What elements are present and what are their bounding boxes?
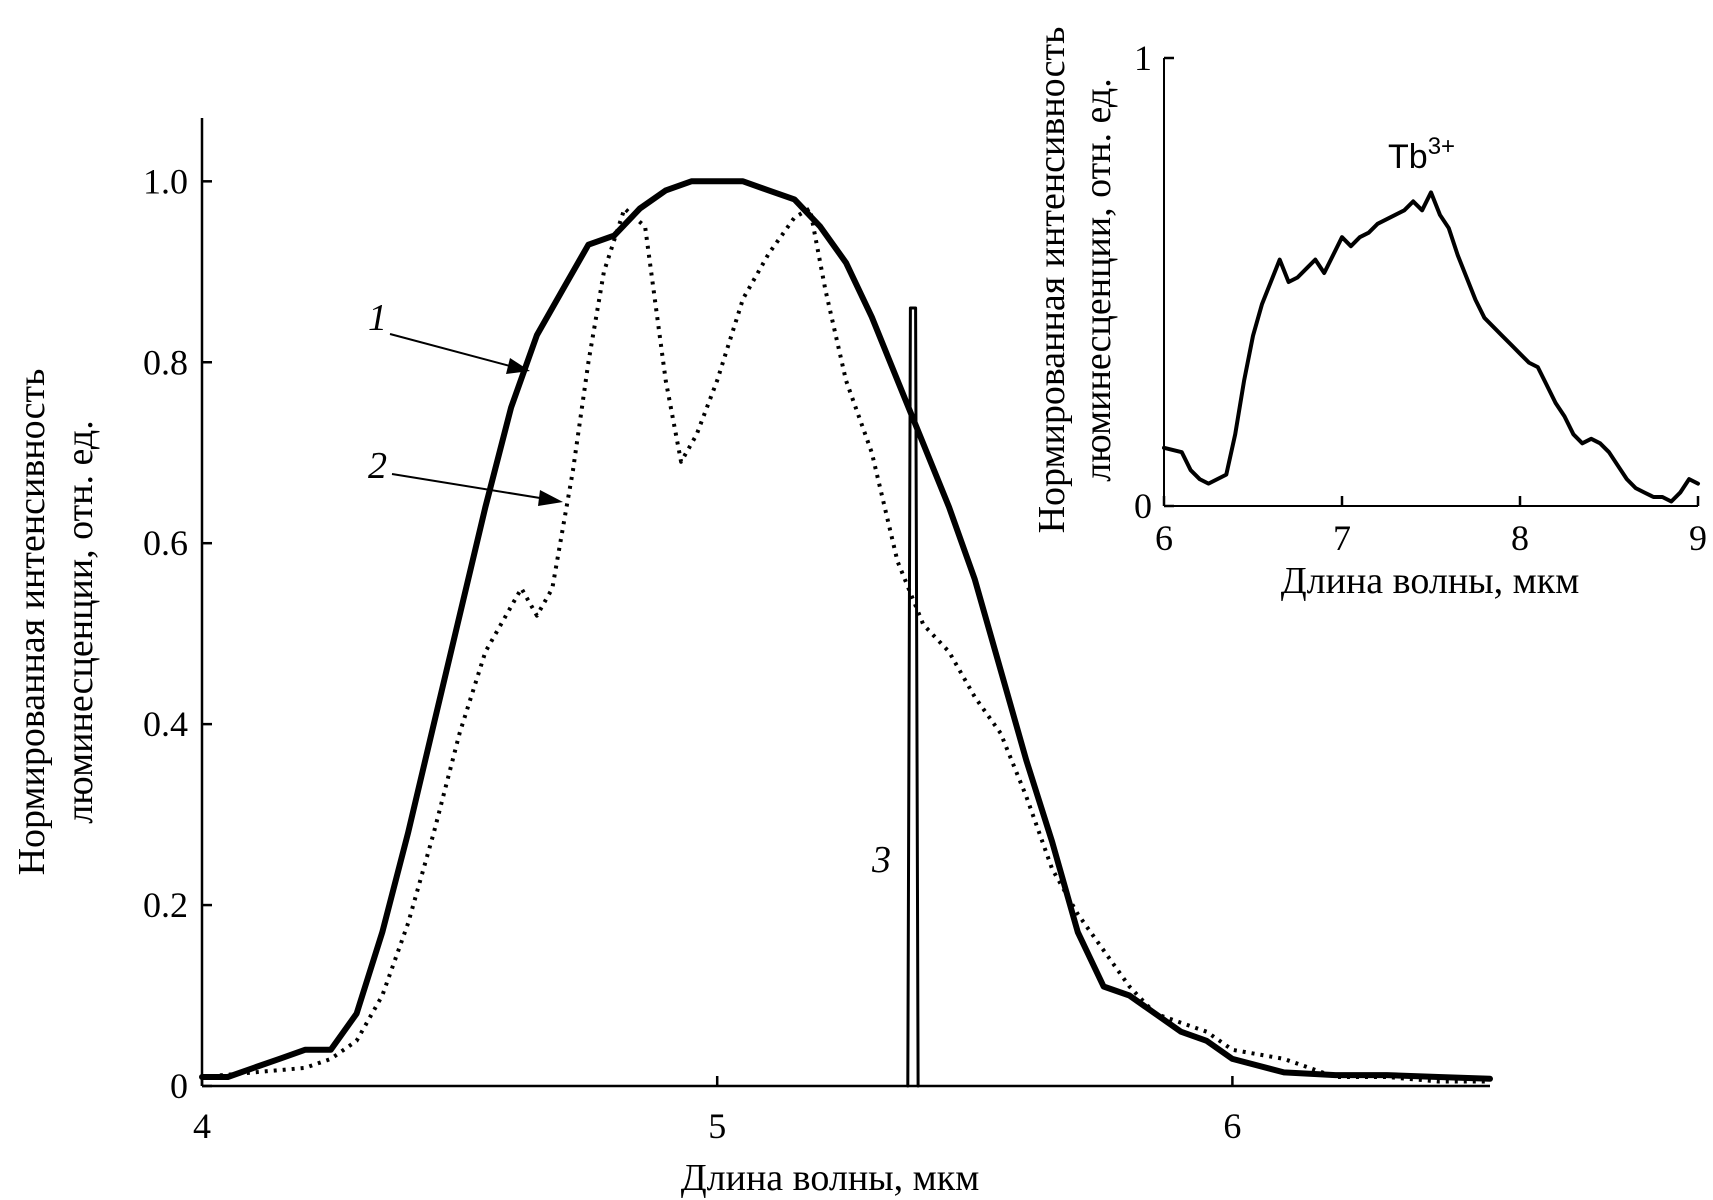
main-series-1 <box>199 178 1493 1082</box>
inset-x-axis-label: Длина волны, мкм <box>1281 560 1580 602</box>
main-y-axis-label-line2: люминесценции, отн. ед. <box>59 420 101 823</box>
main-y-tick-label-4: 0.8 <box>143 342 188 382</box>
inset-series <box>1162 190 1700 504</box>
main-x-axis-label: Длина волны, мкм <box>681 1157 980 1199</box>
series-3-label: 3 <box>871 839 891 881</box>
main-x-tick-label-0: 4 <box>193 1106 211 1146</box>
inset-chart: 6 7 8 9 0 1 Длина волны, мкм Нормированная ин… <box>1031 27 1707 602</box>
series-2-label: 2 <box>368 445 387 487</box>
tb-annotation: Tb3+ <box>1388 133 1455 176</box>
inset-x-tick-label-2: 8 <box>1511 518 1529 558</box>
inset-x-tick-label-1: 7 <box>1333 518 1351 558</box>
series-2-arrowhead <box>538 490 563 506</box>
inset-series-1 <box>1162 190 1700 504</box>
inset-y-axis-label-line1: Нормированная интенсивность <box>1031 27 1073 534</box>
tb-annotation-base: Tb <box>1388 138 1428 176</box>
main-y-tick-label-3: 0.6 <box>143 523 188 563</box>
main-y-tick-label-1: 0.2 <box>143 885 188 925</box>
main-y-tick-label-5: 1.0 <box>143 161 188 201</box>
series-1-label: 1 <box>368 297 387 339</box>
inset-y-axis-label-line2: люминесценции, отн. ед. <box>1077 78 1119 481</box>
series-2-arrow <box>391 473 541 499</box>
main-chart: 4 5 600.20.40.60.81.0 Длина волны, мкм Нор… <box>11 118 1493 1199</box>
main-series-2 <box>201 206 1490 1084</box>
main-ticks: 4 5 600.20.40.60.81.0 <box>143 161 1241 1146</box>
inset-y-tick-label-1: 1 <box>1134 38 1152 78</box>
inset-ticks: 6 7 8 9 0 1 <box>1134 38 1707 558</box>
main-y-tick-label-2: 0.4 <box>143 704 188 744</box>
series-1-arrowhead <box>506 358 530 374</box>
main-y-tick-label-0: 0 <box>170 1066 188 1106</box>
main-y-axis-label-line1: Нормированная интенсивность <box>11 369 53 876</box>
tb-annotation-sup: 3+ <box>1428 133 1455 160</box>
inset-y-tick-label-0: 0 <box>1134 486 1152 526</box>
series-1-arrow <box>389 333 511 367</box>
inset-x-tick-label-3: 9 <box>1689 518 1707 558</box>
main-x-tick-label-2: 6 <box>1223 1106 1241 1146</box>
main-series <box>199 178 1493 1088</box>
inset-x-tick-label-0: 6 <box>1155 518 1173 558</box>
main-series-3 <box>906 306 920 1088</box>
main-x-tick-label-1: 5 <box>708 1106 726 1146</box>
